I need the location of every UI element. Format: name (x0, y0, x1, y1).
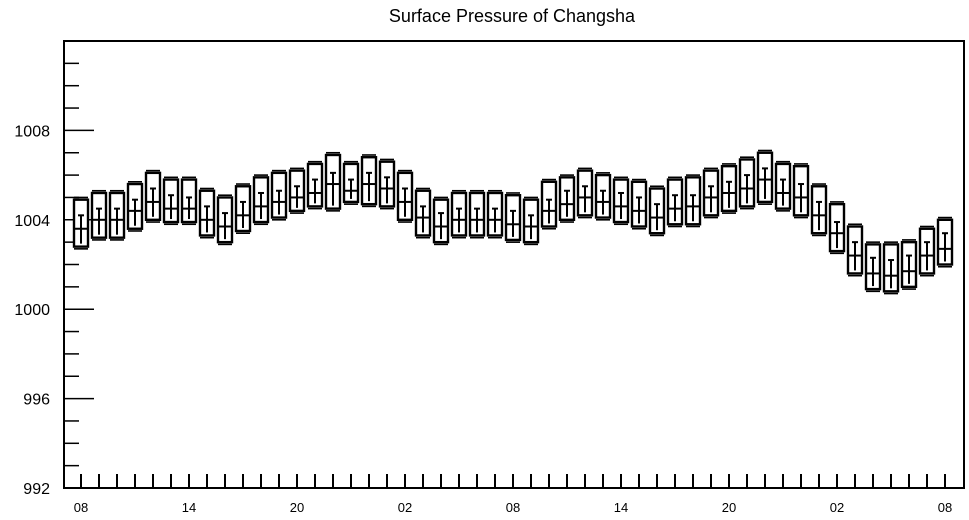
x-tick-label: 20 (722, 500, 736, 515)
box-17 (378, 158, 396, 210)
box-38 (756, 149, 774, 205)
box-5 (162, 176, 180, 226)
box-37 (738, 156, 756, 210)
box-0 (72, 196, 90, 250)
box-44 (864, 241, 882, 293)
box-6 (180, 176, 198, 226)
y-tick-label: 1000 (14, 302, 50, 319)
box-33 (666, 176, 684, 228)
box-7 (198, 187, 216, 239)
box-35 (702, 167, 720, 219)
box-14 (324, 151, 342, 212)
box-series (72, 149, 954, 295)
x-tick-label: 20 (290, 500, 304, 515)
x-tick-label: 02 (830, 500, 844, 515)
box-19 (414, 187, 432, 239)
box-25 (522, 196, 540, 246)
box-29 (594, 172, 612, 221)
chart-title: Surface Pressure of Changsha (389, 6, 636, 26)
box-9 (234, 183, 252, 235)
y-tick-label: 992 (23, 481, 50, 498)
box-21 (450, 189, 468, 239)
box-31 (630, 178, 648, 230)
box-22 (468, 189, 486, 239)
box-46 (900, 239, 918, 290)
y-tick-label: 996 (23, 392, 50, 409)
box-15 (342, 160, 360, 205)
box-4 (144, 169, 162, 223)
box-18 (396, 169, 414, 223)
box-12 (288, 167, 306, 214)
box-47 (918, 225, 936, 277)
y-tick-label: 1004 (14, 213, 50, 230)
x-tick-label: 08 (938, 500, 952, 515)
box-45 (882, 241, 900, 295)
box-42 (828, 201, 846, 255)
box-39 (774, 160, 792, 212)
x-tick-label: 02 (398, 500, 412, 515)
box-2 (108, 189, 126, 241)
box-48 (936, 216, 954, 268)
box-13 (306, 160, 324, 210)
x-tick-label: 14 (614, 500, 628, 515)
plot-frame (63, 40, 965, 489)
box-20 (432, 196, 450, 246)
box-8 (216, 194, 234, 246)
box-1 (90, 189, 108, 241)
x-axis: 08 14 20 02 08 14 20 02 08 (74, 474, 952, 515)
box-26 (540, 178, 558, 230)
x-tick-label: 14 (182, 500, 196, 515)
box-10 (252, 174, 270, 226)
box-32 (648, 185, 666, 237)
x-tick-label: 08 (74, 500, 88, 515)
y-axis: 992 996 1000 1004 1008 (14, 40, 94, 498)
box-36 (720, 163, 738, 214)
box-28 (576, 167, 594, 219)
y-tick-label: 1008 (14, 123, 50, 140)
box-3 (126, 181, 144, 232)
box-11 (270, 169, 288, 221)
box-16 (360, 154, 378, 208)
box-30 (612, 176, 630, 226)
box-34 (684, 174, 702, 228)
box-23 (486, 189, 504, 239)
box-27 (558, 174, 576, 223)
box-24 (504, 192, 522, 243)
box-41 (810, 183, 828, 237)
box-40 (792, 163, 810, 219)
box-43 (846, 223, 864, 277)
x-tick-label: 08 (506, 500, 520, 515)
